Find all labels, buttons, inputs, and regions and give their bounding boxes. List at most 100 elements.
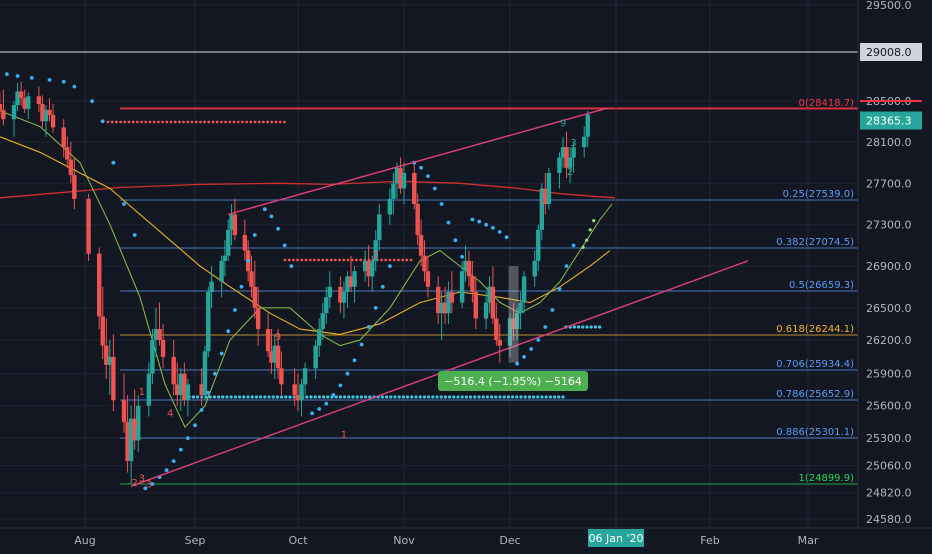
candle[interactable]	[275, 329, 281, 379]
candle-body[interactable]	[338, 286, 343, 303]
candle-body[interactable]	[327, 286, 332, 298]
candle-body[interactable]	[171, 356, 176, 385]
candle-body[interactable]	[146, 373, 152, 406]
candle[interactable]	[209, 266, 214, 308]
candle-body[interactable]	[470, 276, 475, 292]
candle[interactable]	[473, 276, 479, 330]
candle[interactable]	[401, 162, 407, 205]
candle-body[interactable]	[199, 384, 204, 395]
candle-body[interactable]	[157, 329, 162, 340]
candle-body[interactable]	[459, 271, 465, 303]
candle-body[interactable]	[425, 271, 431, 287]
ascending-resistance-trendline[interactable]	[228, 107, 609, 216]
candle-body[interactable]	[352, 271, 357, 287]
candle[interactable]	[422, 240, 427, 282]
candle[interactable]	[229, 204, 234, 246]
candle[interactable]	[171, 339, 176, 395]
candle-body[interactable]	[317, 329, 322, 346]
candle[interactable]	[36, 86, 42, 112]
candle-body[interactable]	[564, 147, 569, 168]
candle-body[interactable]	[185, 384, 191, 401]
candle-body[interactable]	[229, 214, 234, 230]
candle[interactable]	[68, 141, 74, 184]
candle[interactable]	[107, 339, 113, 395]
candle-body[interactable]	[100, 316, 105, 346]
candle[interactable]	[72, 157, 77, 210]
candle[interactable]	[494, 302, 499, 346]
candle-body[interactable]	[15, 91, 20, 106]
candle-body[interactable]	[136, 405, 141, 441]
candle[interactable]	[61, 119, 66, 158]
candle[interactable]	[362, 250, 368, 282]
candle[interactable]	[100, 286, 105, 360]
candle[interactable]	[435, 276, 441, 324]
candle-body[interactable]	[539, 188, 544, 230]
candle-body[interactable]	[446, 291, 451, 314]
candle[interactable]	[511, 302, 516, 340]
candle-body[interactable]	[585, 114, 590, 137]
candle-body[interactable]	[439, 302, 444, 314]
candle-body[interactable]	[463, 260, 468, 272]
candle-body[interactable]	[150, 339, 155, 374]
candle[interactable]	[299, 378, 304, 417]
candle-body[interactable]	[487, 286, 492, 303]
candle[interactable]	[1, 89, 6, 126]
candle-body[interactable]	[466, 260, 472, 277]
candle-body[interactable]	[507, 318, 513, 346]
candle-body[interactable]	[104, 345, 109, 365]
candle-body[interactable]	[557, 157, 562, 174]
candle-body[interactable]	[242, 235, 248, 251]
candle[interactable]	[128, 405, 134, 484]
candle[interactable]	[255, 286, 261, 346]
candle[interactable]	[459, 260, 465, 308]
candle-body[interactable]	[567, 157, 573, 168]
candle[interactable]	[206, 286, 211, 357]
candle[interactable]	[567, 147, 573, 184]
candle-body[interactable]	[313, 345, 318, 369]
price-badge-29008[interactable]: 29008.0	[860, 43, 922, 61]
candle-body[interactable]	[348, 276, 354, 287]
candle-body[interactable]	[18, 91, 24, 99]
candle[interactable]	[292, 368, 297, 406]
candle[interactable]	[26, 92, 31, 120]
candle-body[interactable]	[511, 318, 516, 330]
candle[interactable]	[366, 245, 371, 287]
candle-body[interactable]	[175, 384, 180, 395]
candle[interactable]	[178, 368, 184, 412]
candle[interactable]	[483, 291, 489, 330]
candle[interactable]	[182, 362, 187, 406]
candle[interactable]	[418, 219, 424, 267]
candle[interactable]	[425, 255, 431, 298]
candle-body[interactable]	[72, 175, 77, 199]
candle[interactable]	[571, 141, 576, 174]
candle-body[interactable]	[398, 167, 403, 189]
candle-body[interactable]	[442, 302, 448, 314]
candle-body[interactable]	[571, 147, 576, 158]
candle[interactable]	[348, 255, 354, 292]
candle-body[interactable]	[22, 98, 27, 109]
candle[interactable]	[449, 271, 455, 314]
candle[interactable]	[232, 198, 238, 241]
candle-body[interactable]	[153, 329, 159, 340]
candle-body[interactable]	[366, 260, 371, 277]
candle[interactable]	[415, 193, 420, 246]
candle[interactable]	[249, 255, 254, 298]
candle[interactable]	[324, 286, 329, 324]
candle[interactable]	[521, 271, 527, 314]
candle[interactable]	[439, 291, 444, 340]
candle-body[interactable]	[401, 173, 407, 189]
candle-body[interactable]	[362, 260, 368, 272]
candle[interactable]	[370, 255, 375, 292]
candle[interactable]	[345, 271, 350, 308]
candle-body[interactable]	[182, 373, 187, 401]
candle[interactable]	[136, 394, 141, 452]
candle[interactable]	[313, 339, 318, 379]
candle[interactable]	[15, 82, 20, 111]
candle-body[interactable]	[412, 173, 417, 205]
candle-body[interactable]	[391, 183, 396, 199]
candle-body[interactable]	[394, 167, 400, 184]
candle[interactable]	[252, 260, 258, 319]
candle-body[interactable]	[299, 384, 304, 401]
